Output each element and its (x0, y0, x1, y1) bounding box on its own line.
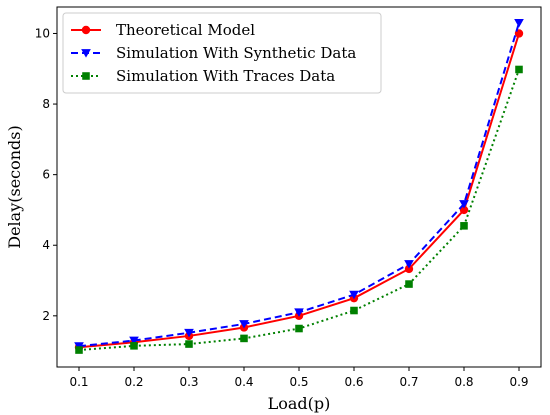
data-point (404, 260, 414, 269)
legend-box (62, 12, 382, 94)
legend-label: Simulation With Traces Data (116, 67, 335, 85)
x-tick-label: 0.5 (289, 375, 308, 389)
data-point (184, 328, 194, 338)
data-point (514, 19, 524, 28)
data-point (129, 336, 139, 346)
x-tick-label: 0.6 (344, 375, 363, 389)
data-point (294, 308, 304, 317)
data-point (405, 280, 413, 288)
axes: 0.1 0.2 0.3 0.4 0.5 0.6 0.7 0.8 0.9 2 4 6 8 10 (35, 26, 529, 389)
x-tick-label: 0.7 (399, 375, 418, 389)
legend-item: Theoretical Model (71, 21, 255, 39)
series-3 (75, 65, 523, 354)
legend-label: Theoretical Model (116, 21, 255, 39)
legend-marker (82, 72, 90, 80)
x-tick-label: 0.1 (69, 375, 88, 389)
x-axis-label: Load(p) (268, 394, 331, 413)
data-point (130, 342, 138, 350)
legend-item: Simulation With Traces Data (71, 67, 335, 85)
data-point (460, 222, 468, 230)
x-tick-label: 0.3 (179, 375, 198, 389)
data-point (349, 290, 359, 300)
x-tick-label: 0.9 (509, 375, 528, 389)
legend-marker (81, 25, 91, 35)
x-tick-label: 0.8 (454, 375, 473, 389)
data-point (459, 205, 469, 215)
x-tick-label: 0.2 (124, 375, 143, 389)
data-point (239, 320, 249, 329)
series-2 (74, 19, 524, 351)
data-point (75, 346, 83, 354)
y-tick-label: 10 (35, 26, 50, 40)
legend-item: Simulation With Synthetic Data (71, 44, 356, 62)
y-axis-label: Delay(seconds) (5, 125, 24, 249)
y-tick-label: 2 (42, 309, 50, 323)
data-point (404, 264, 414, 274)
data-point (240, 334, 248, 343)
legend-marker (81, 49, 91, 58)
legend: Theoretical Model Simulation With Synthet… (62, 12, 382, 94)
data-point (295, 324, 303, 333)
x-tick-label: 0.4 (234, 375, 253, 389)
plot-marks (74, 19, 524, 354)
y-tick-label: 8 (42, 97, 50, 111)
series-line (78, 69, 520, 352)
data-point (515, 65, 523, 74)
data-point (459, 200, 469, 209)
data-point (350, 306, 358, 315)
y-tick-label: 6 (42, 168, 50, 182)
data-point (185, 340, 193, 348)
y-tick-label: 4 (42, 238, 50, 252)
legend-label: Simulation With Synthetic Data (116, 44, 356, 62)
